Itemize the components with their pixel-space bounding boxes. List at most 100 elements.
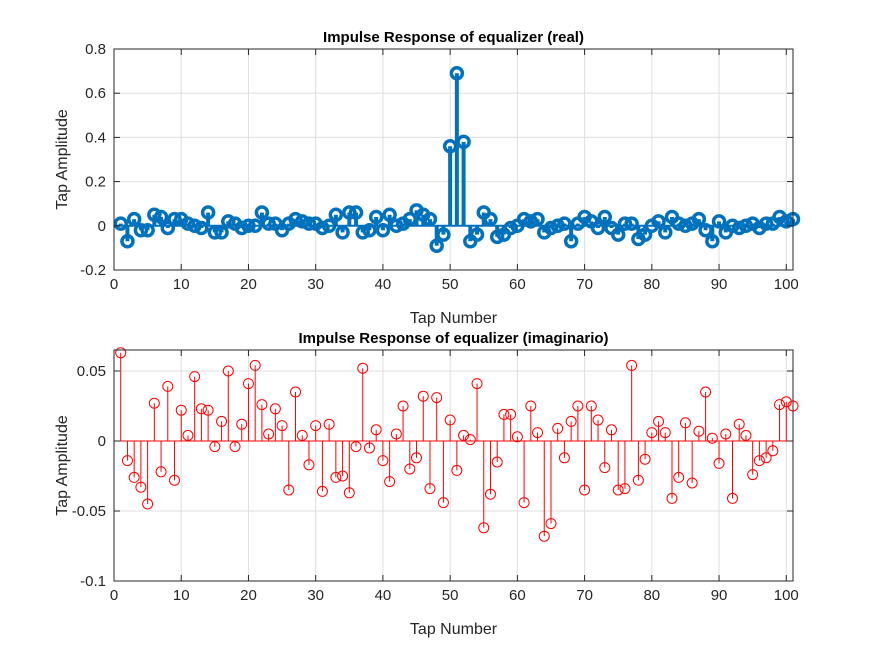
imag-stem-marker [169, 474, 181, 486]
imag-stem-marker [202, 404, 214, 416]
real-stem-marker [557, 216, 572, 231]
imag-x-tick-label: 20 [240, 587, 257, 604]
imag-stem-marker [115, 347, 127, 359]
imag-stem-marker [491, 456, 503, 468]
real-stem-marker [705, 234, 720, 249]
imag-x-tick-label: 60 [509, 587, 526, 604]
imag-ticks: 0 10 20 30 40 50 60 70 80 90 100 -0.1 -0.05 0 0.05 [72, 350, 799, 604]
imag-stem-marker [726, 492, 738, 504]
real-stem-marker [563, 234, 579, 249]
imag-stem-marker [572, 400, 584, 412]
imag-x-tick-label: 70 [576, 587, 593, 604]
imag-stem-marker [653, 415, 665, 427]
real-stem-marker [214, 225, 229, 240]
real-stem-marker [489, 229, 505, 245]
real-stem-marker [194, 220, 209, 236]
real-stems [113, 66, 801, 253]
imag-stem-marker [377, 455, 389, 467]
imag-x-tick-label: 100 [774, 587, 799, 604]
real-x-tick-label: 40 [375, 276, 392, 293]
real-stem-marker [637, 227, 653, 242]
imag-stem-marker [195, 403, 207, 415]
imag-stem-marker [532, 427, 544, 439]
imag-stem-marker [753, 455, 765, 467]
imag-y-tick-label: -0.1 [80, 573, 106, 590]
imag-stem-marker [444, 414, 456, 426]
imag-stem-marker [626, 359, 638, 371]
imag-stem-marker [686, 477, 698, 489]
imag-stem-marker [659, 427, 671, 439]
real-stem-marker [429, 238, 444, 253]
imag-stem-marker [162, 380, 174, 392]
real-stem-marker [610, 227, 626, 242]
imag-stem-marker [579, 484, 591, 496]
real-subplot: 0 10 20 30 40 50 60 70 80 90 100-0.200.20.40.60.8 … [54, 29, 801, 327]
real-x-tick-label: 60 [509, 276, 526, 293]
real-x-tick-label: 0 [110, 276, 118, 293]
real-stem-marker [140, 222, 155, 238]
imag-stem-marker [189, 371, 201, 383]
imag-stem-marker [411, 452, 423, 464]
imag-y-tick-label: 0 [98, 433, 106, 450]
imag-stem-marker [363, 442, 375, 454]
imag-stem-marker [121, 455, 133, 467]
imag-x-tick-label: 10 [173, 587, 190, 604]
imag-stem-marker [303, 459, 315, 471]
imag-stem-marker [525, 400, 537, 412]
real-y-tick-label: 0 [98, 218, 106, 235]
imag-stem-marker [478, 522, 490, 534]
real-ticks: 0 10 20 30 40 50 60 70 80 90 100-0.200.20.40.60.8 [80, 41, 799, 293]
real-stem-marker [590, 220, 606, 236]
imag-stem-marker [558, 452, 570, 464]
real-y-tick-label: -0.2 [80, 262, 106, 279]
real-y-tick-label: 0.4 [85, 129, 106, 146]
imag-stem-marker [693, 425, 705, 437]
imag-stem-marker [545, 518, 557, 530]
real-stem-marker [241, 218, 256, 234]
imag-stem-marker [370, 424, 382, 436]
imag-stem-marker [733, 418, 745, 430]
real-stem-marker [348, 205, 364, 220]
imag-stem-marker [774, 399, 786, 411]
real-stem-marker [711, 214, 727, 229]
imag-stem-marker [182, 429, 194, 441]
real-x-tick-label: 50 [442, 276, 459, 293]
real-stem-marker [294, 214, 310, 229]
real-y-tick-label: 0.8 [85, 41, 106, 58]
imag-x-tick-label: 0 [110, 587, 118, 604]
imag-y-axis-label: Tap Amplitude [54, 415, 71, 516]
imag-stem-marker [404, 463, 416, 475]
real-stem-marker [731, 220, 747, 236]
imag-stem-marker [605, 424, 617, 436]
real-stem-marker [516, 211, 532, 227]
imag-stem-marker [209, 441, 221, 453]
imag-stem-marker [229, 441, 241, 453]
imag-stem-marker [552, 422, 564, 434]
imag-stem-marker [713, 457, 725, 469]
imag-x-tick-label: 30 [307, 587, 324, 604]
real-stem-marker [234, 220, 249, 236]
imag-stem-marker [296, 429, 308, 441]
imag-stem-marker [632, 474, 644, 486]
imag-stem-marker [384, 476, 396, 488]
imag-stem-marker [565, 415, 577, 427]
imag-y-tick-label: 0.05 [77, 363, 106, 380]
real-stem-marker [375, 222, 391, 238]
imag-subplot: 0 10 20 30 40 50 60 70 80 90 100 -0.1 -0.05 0 0.05 Imp… [54, 330, 799, 638]
imag-stem-marker [592, 414, 604, 426]
imag-stem-marker [290, 386, 302, 398]
imag-stem-marker [666, 492, 678, 504]
imag-stem-marker [276, 420, 288, 432]
imag-stem-marker [498, 408, 510, 420]
real-stem-marker [543, 220, 559, 236]
imag-stem-marker [451, 464, 463, 476]
real-x-tick-label: 100 [774, 276, 799, 293]
imag-stem-marker [323, 418, 335, 430]
imag-stem-marker [612, 484, 624, 496]
real-stem-marker [382, 207, 397, 222]
imag-stem-marker [417, 390, 429, 402]
imag-stem-marker [706, 432, 718, 444]
imag-stem-marker [760, 452, 772, 464]
imag-stem-marker [283, 484, 295, 496]
